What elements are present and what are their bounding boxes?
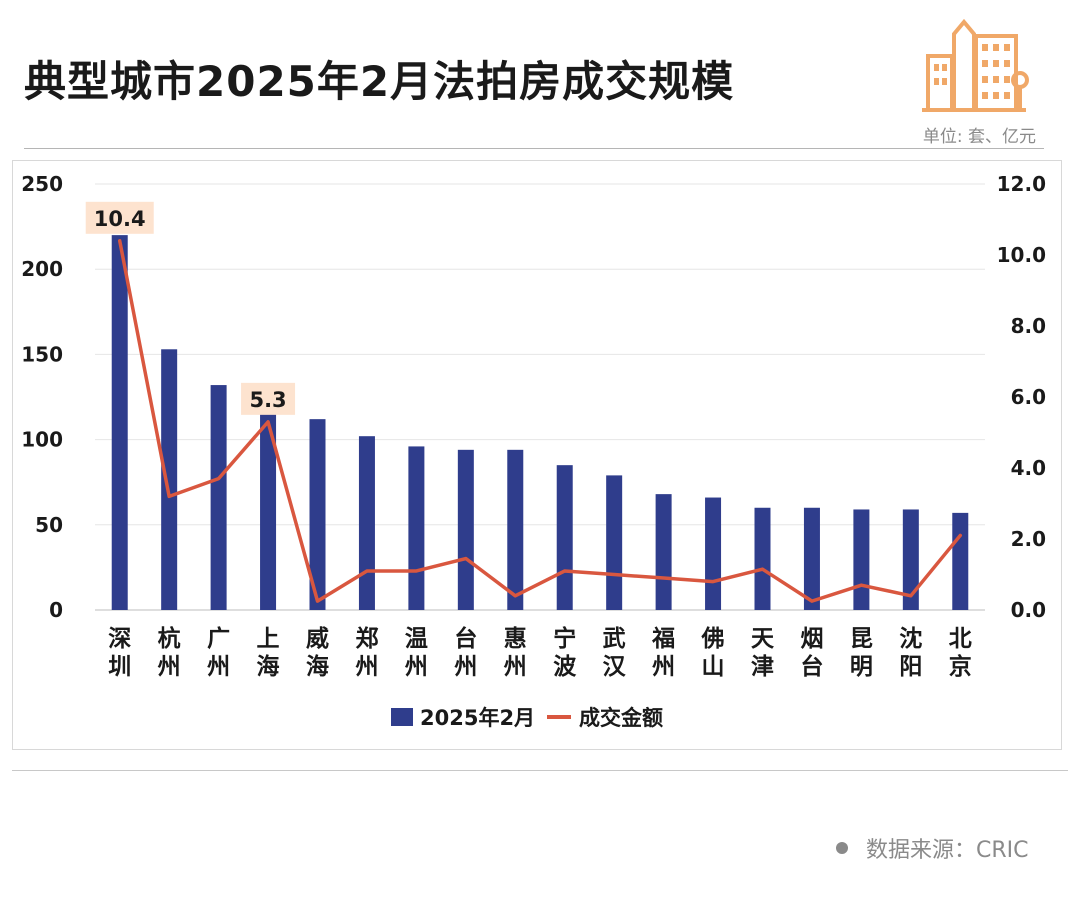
x-tick-label: 佛 bbox=[701, 626, 725, 652]
x-tick-label: 阳 bbox=[899, 654, 922, 680]
data-source-label: 数据来源：CRIC bbox=[866, 838, 1029, 863]
bar bbox=[358, 436, 375, 610]
x-tick-label: 州 bbox=[405, 654, 428, 680]
x-tick-label: 惠 bbox=[504, 626, 527, 652]
bar bbox=[606, 475, 623, 610]
x-tick-label: 台 bbox=[800, 653, 823, 680]
x-tick-label: 山 bbox=[702, 654, 725, 680]
y-right-tick-label: 8.0 bbox=[1011, 314, 1046, 338]
chart-panel: 0 50 100 150 200 250 0.0 2.0 4.0 6.0 8.0 10.0 12.0 深圳… bbox=[12, 160, 1062, 750]
bar bbox=[507, 449, 524, 610]
data-source: 数据来源：CRIC bbox=[836, 832, 1029, 864]
bar bbox=[853, 509, 870, 610]
y-right-tick-label: 10.0 bbox=[997, 243, 1046, 267]
bar bbox=[754, 507, 771, 610]
x-tick-label: 威 bbox=[306, 625, 329, 652]
y-right-tick-label: 6.0 bbox=[1011, 385, 1046, 409]
x-tick-label: 台 bbox=[454, 625, 477, 652]
bar bbox=[111, 235, 128, 610]
bar bbox=[408, 446, 425, 610]
bar bbox=[457, 449, 474, 610]
x-tick-label: 沈 bbox=[899, 626, 922, 652]
y-left-tick-label: 50 bbox=[35, 513, 63, 537]
y-right-tick-label: 0.0 bbox=[1011, 598, 1046, 622]
bar bbox=[210, 385, 227, 610]
y-left-tick-label: 150 bbox=[21, 342, 63, 366]
x-tick-label: 海 bbox=[306, 653, 329, 680]
x-tick-label: 州 bbox=[355, 654, 378, 680]
x-tick-label: 波 bbox=[553, 654, 577, 680]
x-tick-label: 汉 bbox=[603, 654, 627, 680]
x-tick-label: 杭 bbox=[158, 625, 181, 652]
x-tick-label: 州 bbox=[454, 654, 477, 680]
title-divider bbox=[24, 148, 1044, 149]
bar bbox=[655, 494, 672, 610]
x-tick-label: 郑 bbox=[355, 626, 378, 652]
y-left-tick-label: 250 bbox=[21, 172, 63, 196]
x-tick-label: 州 bbox=[652, 654, 675, 680]
bar bbox=[803, 507, 820, 610]
x-tick-label: 明 bbox=[850, 654, 873, 680]
y-right-tick-label: 12.0 bbox=[997, 172, 1046, 196]
page-title: 典型城市2025年2月法拍房成交规模 bbox=[24, 57, 735, 106]
x-tick-label: 海 bbox=[257, 653, 280, 680]
legend-bar-swatch bbox=[391, 708, 413, 726]
bar bbox=[260, 412, 277, 610]
city-buildings-icon bbox=[922, 18, 1029, 112]
data-label-background bbox=[85, 201, 154, 234]
legend-line-label: 成交金额 bbox=[579, 706, 663, 730]
x-tick-label: 圳 bbox=[108, 654, 131, 680]
x-tick-label: 深 bbox=[108, 626, 131, 652]
x-tick-label: 武 bbox=[603, 626, 626, 652]
y-left-tick-label: 200 bbox=[21, 257, 63, 281]
bar bbox=[556, 465, 573, 610]
x-tick-label: 温 bbox=[405, 626, 428, 652]
bullet-icon bbox=[836, 842, 848, 854]
x-tick-label: 州 bbox=[158, 654, 181, 680]
x-tick-label: 北 bbox=[949, 626, 972, 652]
x-tick-label: 上 bbox=[257, 626, 280, 652]
x-tick-label: 天 bbox=[751, 626, 775, 652]
x-tick-label: 福 bbox=[651, 626, 675, 652]
y-right-tick-label: 2.0 bbox=[1011, 527, 1046, 551]
x-tick-label: 州 bbox=[207, 654, 230, 680]
bar bbox=[309, 419, 326, 610]
data-label-background bbox=[241, 382, 296, 415]
unit-label: 单位: 套、亿元 bbox=[922, 127, 1036, 147]
x-tick-label: 烟 bbox=[800, 626, 823, 652]
line-series bbox=[117, 239, 963, 603]
bar bbox=[952, 512, 969, 610]
y-left-tick-label: 0 bbox=[49, 598, 63, 622]
bar bbox=[902, 509, 919, 610]
x-tick-label: 京 bbox=[949, 653, 972, 680]
bar bbox=[705, 497, 722, 610]
data-label: 5.3 bbox=[249, 388, 286, 412]
bar bbox=[161, 349, 178, 610]
x-tick-label: 广 bbox=[207, 625, 230, 652]
data-label: 10.4 bbox=[94, 207, 146, 231]
x-tick-label: 津 bbox=[751, 653, 774, 680]
y-right-tick-label: 4.0 bbox=[1011, 456, 1046, 480]
footer-divider bbox=[12, 770, 1068, 771]
x-tick-label: 州 bbox=[504, 654, 527, 680]
x-tick-label: 昆 bbox=[850, 626, 873, 652]
legend-bar-label: 2025年2月 bbox=[420, 706, 535, 730]
y-left-tick-label: 100 bbox=[21, 428, 63, 452]
x-tick-label: 宁 bbox=[553, 625, 576, 652]
combo-chart: 0 50 100 150 200 250 0.0 2.0 4.0 6.0 8.0 10.0 12.0 深圳… bbox=[21, 172, 1046, 730]
